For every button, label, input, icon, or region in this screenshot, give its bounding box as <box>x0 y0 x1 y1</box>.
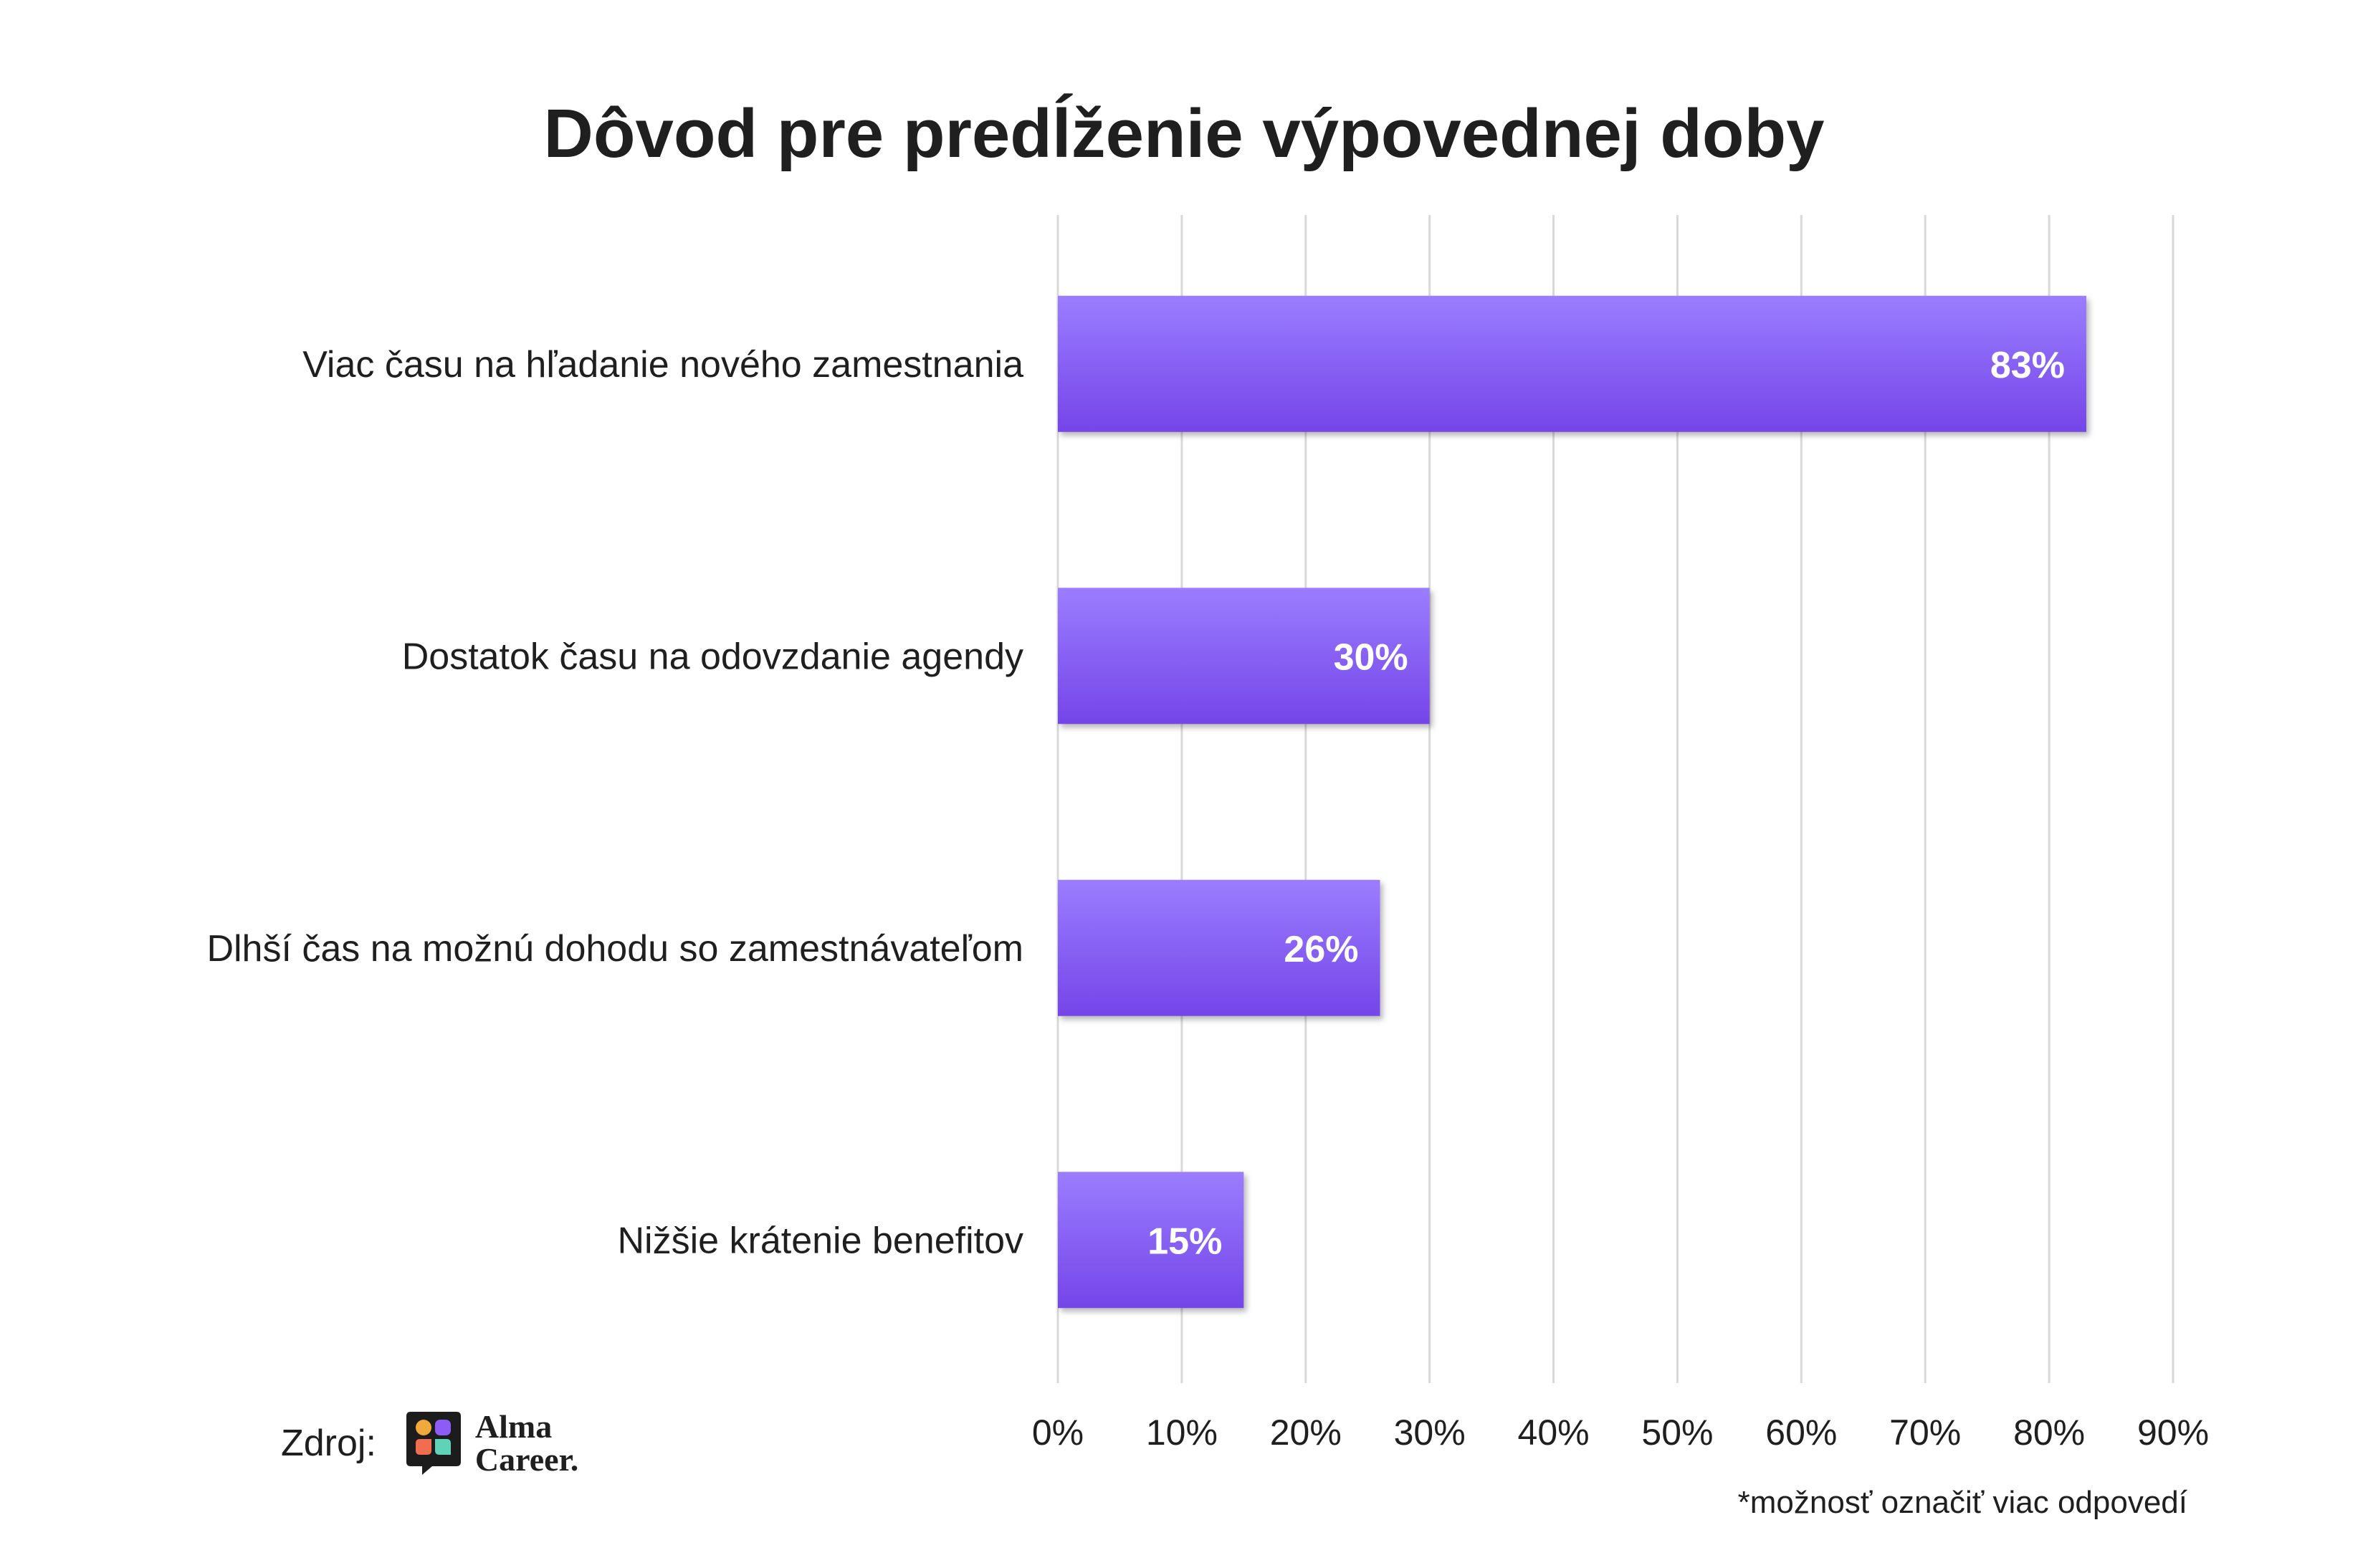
value-labels: 83% 30% 26% 15% <box>1147 345 2065 1263</box>
category-label: Dlhší čas na možnú dohodu so zamestnávat… <box>206 928 1023 970</box>
brand-line-2: Career. <box>474 1441 579 1478</box>
category-label: Viac času na hľadanie nového zamestnania <box>302 344 1023 386</box>
alma-career-logo-icon <box>406 1412 461 1475</box>
category-label: Dostatok času na odovzdanie agendy <box>402 636 1023 677</box>
x-tick-label: 30% <box>1394 1412 1466 1453</box>
bar-value-label: 15% <box>1147 1220 1222 1262</box>
x-tick-label: 70% <box>1889 1412 1961 1453</box>
x-tick-label: 80% <box>2013 1412 2085 1453</box>
footnote: *možnosť označiť viac odpovedí <box>1737 1485 2187 1520</box>
x-tick-label: 50% <box>1641 1412 1713 1453</box>
x-tick-label: 40% <box>1518 1412 1590 1453</box>
bars <box>1058 295 2086 1309</box>
brand-line-1: Alma <box>474 1408 553 1445</box>
bar-value-label: 83% <box>1990 345 2065 386</box>
x-tick-label: 20% <box>1270 1412 1342 1453</box>
category-labels: Viac času na hľadanie nového zamestnania… <box>206 344 1023 1262</box>
x-axis-ticks: 0% 10% 20% 30% 40% 50% 60% 70% 80% 90% <box>1032 1412 2209 1453</box>
bar <box>1058 1172 1244 1309</box>
bar-value-label: 30% <box>1334 636 1408 678</box>
source-label: Zdroj: <box>281 1423 376 1464</box>
category-label: Nižšie krátenie benefitov <box>617 1220 1023 1261</box>
x-tick-label: 0% <box>1032 1412 1084 1453</box>
bar <box>1058 879 1380 1016</box>
bar <box>1058 295 2086 432</box>
chart-title: Dôvod pre predĺženie výpovednej doby <box>543 95 1825 172</box>
source-block: Zdroj: Alma Career. <box>281 1409 578 1478</box>
bar <box>1058 588 1430 725</box>
bar-value-label: 26% <box>1284 929 1358 970</box>
x-tick-label: 60% <box>1765 1412 1837 1453</box>
x-tick-label: 90% <box>2137 1412 2209 1453</box>
x-tick-label: 10% <box>1146 1412 1218 1453</box>
alma-career-brand: Alma Career. <box>404 1409 578 1478</box>
